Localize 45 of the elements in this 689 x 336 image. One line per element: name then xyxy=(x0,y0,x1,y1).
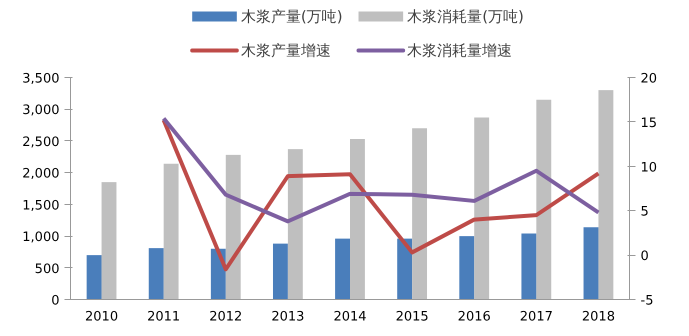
y2-tick-label: 10 xyxy=(640,160,658,176)
bar xyxy=(521,234,536,300)
bar xyxy=(272,244,288,300)
bar xyxy=(86,255,102,300)
y-tick-label: 3,000 xyxy=(22,103,60,118)
bar xyxy=(598,90,614,300)
y2-tick-label: 20 xyxy=(640,72,658,86)
y-tick-label: 1,000 xyxy=(22,230,60,246)
x-tick-label: 2016 xyxy=(458,310,491,324)
bar xyxy=(584,227,598,300)
legend-label: 木浆消耗量(万吨) xyxy=(407,8,524,26)
y2-tick-label: 15 xyxy=(640,116,658,131)
legend-label: 木浆产量(万吨) xyxy=(240,8,343,26)
y-tick-label: 2,000 xyxy=(22,166,60,182)
bar xyxy=(164,164,179,300)
x-tick-label: 2012 xyxy=(209,310,242,324)
x-tick-label: 2017 xyxy=(520,310,553,324)
bar xyxy=(459,236,474,300)
line-series xyxy=(162,116,600,224)
y2-tick-label: 0 xyxy=(640,249,649,264)
y-tick-label: 500 xyxy=(34,262,60,277)
bar xyxy=(412,128,428,300)
x-tick-label: 2011 xyxy=(147,310,180,324)
legend-label: 木浆消耗量增速 xyxy=(407,42,512,60)
bar xyxy=(350,139,365,300)
bar xyxy=(536,100,552,300)
y2-tick-label: 5 xyxy=(640,204,649,220)
legend-label: 木浆产量增速 xyxy=(240,42,331,60)
y-tick-label: 1,500 xyxy=(22,198,60,214)
x-tick-label: 2018 xyxy=(582,310,615,324)
x-tick-label: 2013 xyxy=(271,310,304,324)
x-tick-label: 2015 xyxy=(396,310,429,324)
bar xyxy=(288,149,303,300)
y2-tick-label: -5 xyxy=(640,294,654,308)
bar xyxy=(335,238,350,300)
y-tick-label: 2,500 xyxy=(22,134,60,150)
line-series xyxy=(162,118,600,272)
bar xyxy=(148,248,164,300)
bar xyxy=(102,182,116,300)
x-tick-label: 2014 xyxy=(333,310,367,324)
x-tick-label: 2010 xyxy=(85,310,118,324)
bar xyxy=(397,238,412,300)
y-tick-label: 3,500 xyxy=(22,72,60,86)
y-tick-label: 0 xyxy=(51,294,60,308)
bar xyxy=(474,117,490,300)
